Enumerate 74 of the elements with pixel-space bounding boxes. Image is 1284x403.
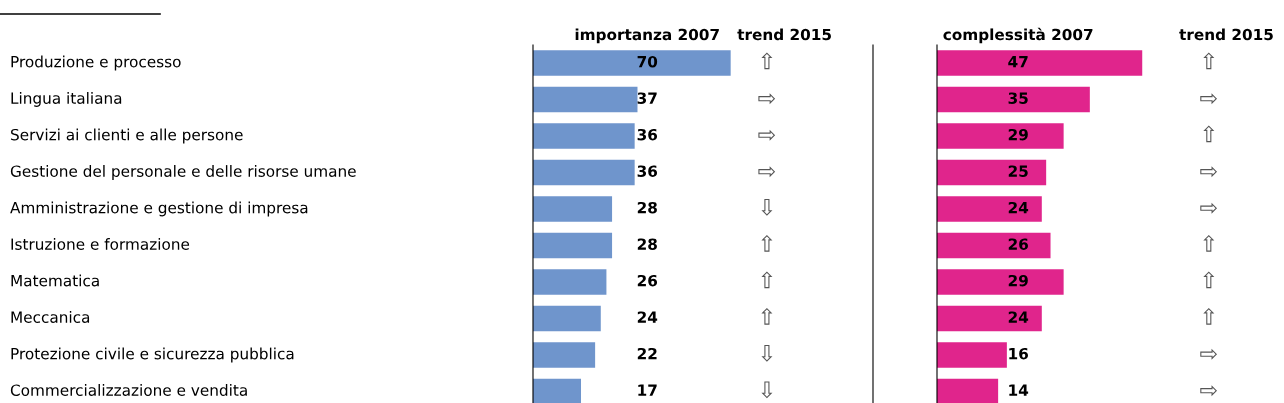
bar [533,378,582,403]
text: trend 2015 [737,28,831,41]
text: ⇨ [1200,166,1218,178]
text: ⇧ [761,271,773,289]
y-tick-label: Matematica [11,274,99,287]
data-label: 25 [1008,165,1028,177]
text: ⇩ [761,198,773,216]
data-label: 24 [1008,201,1029,214]
y-tick-label: Produzione e processo [11,55,181,71]
bar [533,305,601,332]
bar [937,50,1143,76]
bar [533,269,607,295]
data-label: 70 [637,55,658,68]
bar [937,159,1047,186]
y-tick-label: Meccanica [11,311,90,323]
data-label: 37 [637,92,657,104]
y-tick-label: Lingua italiana [11,92,122,107]
bar [533,232,613,259]
y-tick-label: Gestione del personale e delle risorse umane [10,165,356,180]
text: ⇨ [1200,202,1218,214]
text: ⇧ [1203,271,1215,289]
bar [533,123,635,149]
bar [937,305,1042,332]
bar [937,342,1007,368]
text: ⇧ [1203,307,1215,325]
text: ⇨ [1200,93,1218,105]
bar [533,50,731,76]
chart-title: importanza 2007 [575,28,719,44]
data-label: 36 [637,165,658,177]
y-tick-label: Amministrazione e gestione di impresa [10,201,308,217]
data-label: 28 [637,201,657,214]
bar [937,196,1042,222]
bar [937,123,1064,149]
text: ⇩ [761,344,773,362]
data-label: 24 [637,311,658,323]
bar [533,196,613,222]
data-label: 24 [1008,311,1029,323]
bar [937,378,999,403]
data-label: 29 [1008,128,1028,141]
text: ⇧ [761,234,773,252]
text: ⇨ [758,93,776,105]
y-tick-label: Servizi ai clienti e alle persone [11,128,243,144]
bar [937,86,1090,113]
data-label: 17 [638,384,657,396]
bar [533,342,596,368]
text: ⇧ [1203,234,1215,252]
chart-title: complessità 2007 [943,27,1093,44]
data-label: 26 [1008,238,1028,250]
text: ⇨ [1200,348,1218,360]
y-tick-label: Commercializzazione e vendita [10,384,247,396]
bar [937,232,1051,259]
text: ⇨ [758,129,776,141]
text: ⇩ [761,381,773,399]
text: ⇧ [1203,52,1215,70]
text: trend 2015 [1179,28,1273,41]
data-label: 47 [1008,56,1028,68]
data-label: 26 [637,274,658,287]
data-label: 29 [1008,274,1028,287]
data-label: 22 [637,347,657,360]
data-label: 16 [1009,347,1028,360]
text: ⇧ [1203,125,1215,143]
data-label: 14 [1009,384,1029,396]
data-label: 35 [1008,92,1028,104]
text: ⇨ [1200,385,1218,397]
y-tick-label: Protezione civile e sicurezza pubblica [11,347,294,363]
text: ⇧ [761,52,773,70]
bar [937,269,1064,295]
bar [533,159,635,186]
text: ⇨ [758,166,776,178]
y-tick-label: Istruzione e formazione [11,238,190,250]
bar [533,86,638,113]
data-label: 36 [637,128,658,141]
data-label: 28 [637,238,657,250]
text: ⇧ [761,307,773,325]
